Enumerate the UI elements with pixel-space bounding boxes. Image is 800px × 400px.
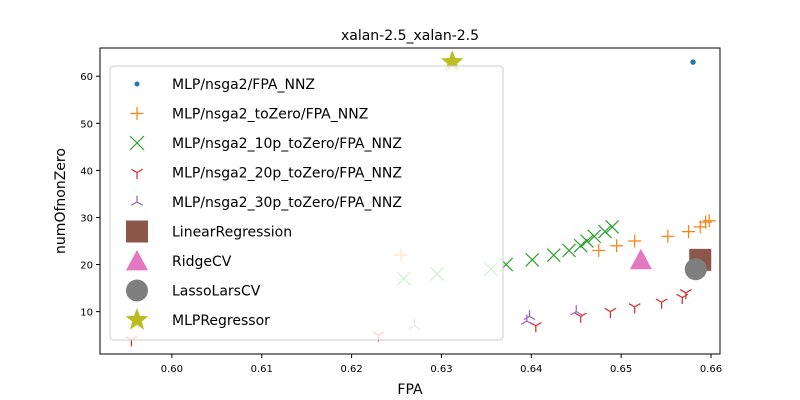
x-tick-label: 0.66 (700, 364, 722, 375)
series-0 (690, 59, 695, 64)
legend-label-4: MLP/nsga2_30p_toZero/FPA_NNZ (172, 195, 402, 211)
x-tick-label: 0.64 (520, 364, 542, 375)
data-point-0-0 (690, 59, 695, 64)
legend: MLP/nsga2/FPA_NNZ MLP/nsga2_toZero/FPA_NN… (110, 66, 503, 340)
legend-label-1: MLP/nsga2_toZero/FPA_NNZ (172, 107, 368, 123)
x-tick-label: 0.63 (430, 364, 452, 375)
x-tick-label: 0.60 (161, 364, 183, 375)
legend-item-4: MLP/nsga2_30p_toZero/FPA_NNZ (131, 195, 402, 211)
legend-item-3: MLP/nsga2_20p_toZero/FPA_NNZ (131, 166, 402, 182)
series-7 (685, 258, 707, 280)
x-tick-label: 0.62 (340, 364, 362, 375)
legend-label-3: MLP/nsga2_20p_toZero/FPA_NNZ (172, 166, 402, 182)
x-tick-label: 0.65 (610, 364, 632, 375)
legend-label-7: LassoLarsCV (172, 284, 261, 300)
y-tick-label: 10 (80, 308, 93, 319)
data-point-7-0 (685, 258, 707, 280)
legend-marker-5 (126, 221, 148, 243)
chart-title: xalan-2.5_xalan-2.5 (341, 28, 479, 44)
y-tick-label: 20 (80, 261, 93, 272)
y-tick-label: 40 (80, 166, 93, 177)
x-tick-label: 0.61 (251, 364, 273, 375)
y-axis-label: numOfnonZero (53, 148, 69, 254)
x-axis-label: FPA (397, 382, 423, 398)
y-tick-label: 30 (80, 213, 93, 224)
legend-marker-0 (135, 82, 140, 87)
y-tick-label: 50 (80, 119, 93, 130)
legend-label-8: MLPRegressor (172, 313, 270, 329)
legend-marker-7 (126, 280, 148, 302)
y-tick-label: 60 (80, 72, 93, 83)
legend-label-5: LinearRegression (172, 225, 292, 241)
legend-label-6: RidgeCV (172, 254, 232, 270)
legend-label-0: MLP/nsga2/FPA_NNZ (172, 77, 315, 93)
legend-label-2: MLP/nsga2_10p_toZero/FPA_NNZ (172, 136, 402, 152)
